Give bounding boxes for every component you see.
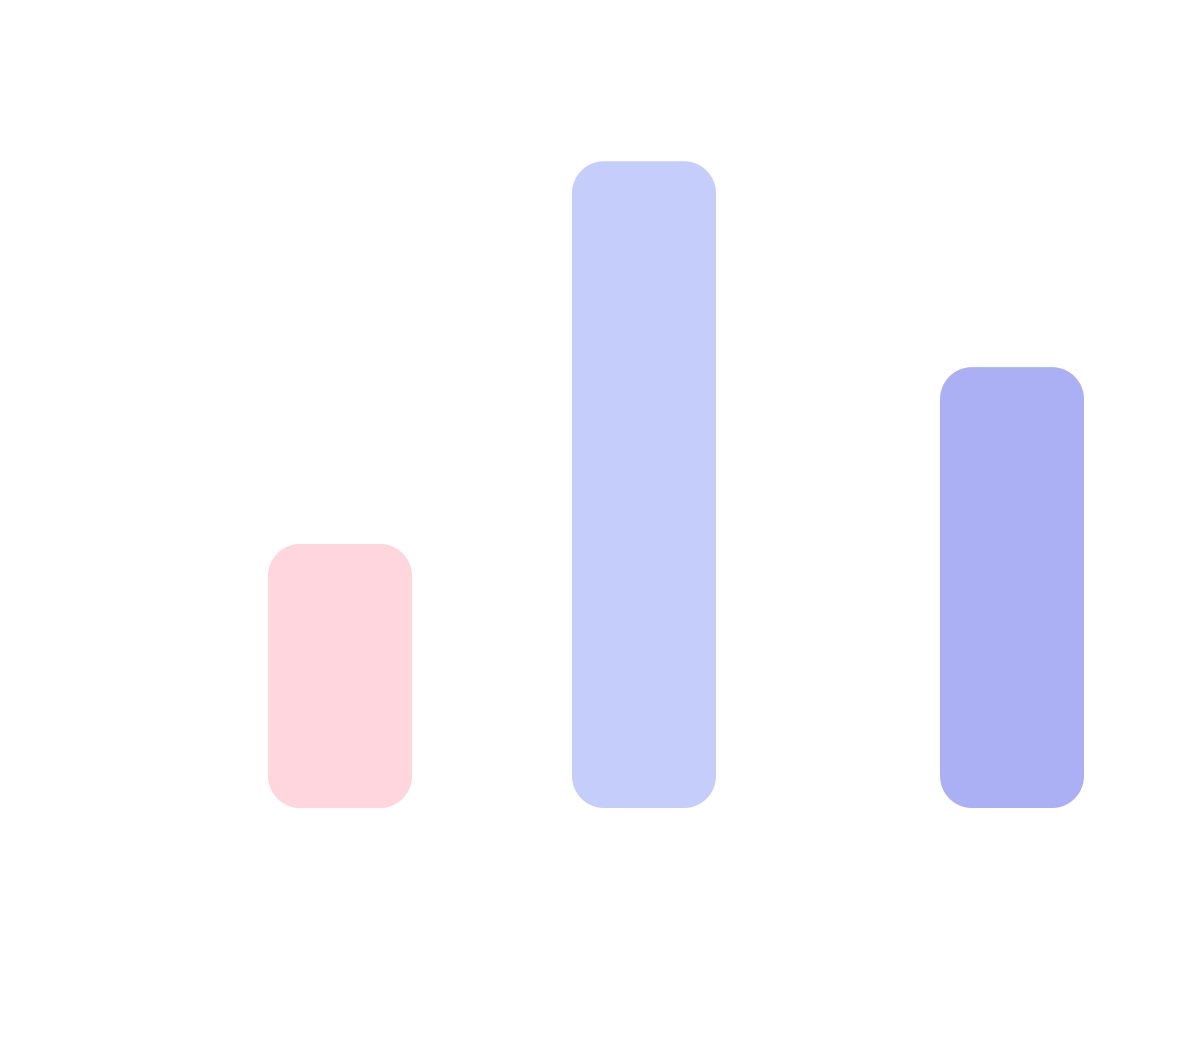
bar-2 bbox=[572, 161, 716, 808]
bar-3 bbox=[940, 367, 1084, 808]
bar-1 bbox=[268, 544, 412, 808]
